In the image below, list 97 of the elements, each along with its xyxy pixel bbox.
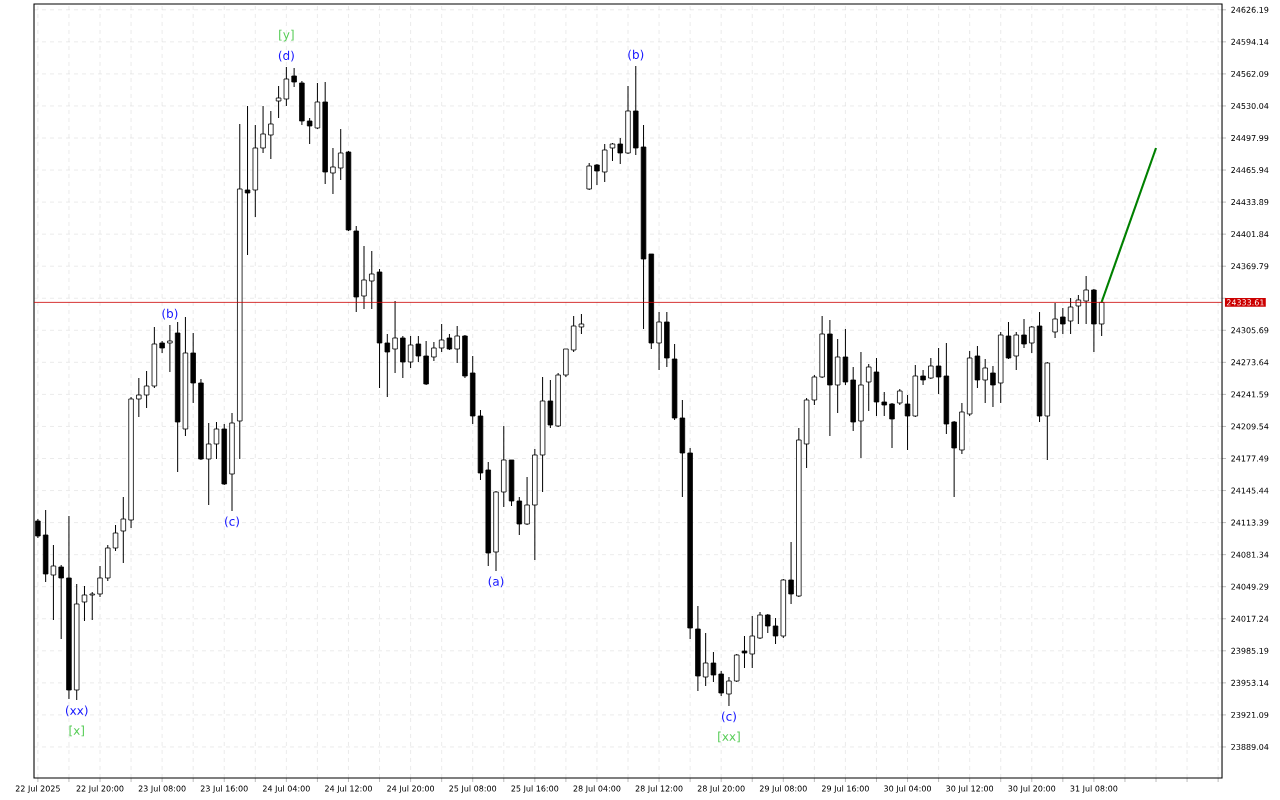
y-tick-label: 24369.79 <box>1231 263 1269 270</box>
candlestick <box>1052 302 1058 339</box>
candlestick <box>167 324 173 373</box>
candlestick <box>920 369 926 386</box>
candlestick <box>431 341 437 362</box>
x-tick-label: 30 Jul 12:00 <box>946 785 994 794</box>
y-tick-label: 23985.19 <box>1231 647 1269 654</box>
y-tick-label: 24273.64 <box>1231 359 1269 366</box>
candlestick <box>392 300 398 374</box>
y-tick-label: 24241.59 <box>1231 391 1269 398</box>
y-tick-label: 23889.04 <box>1231 743 1269 750</box>
candlestick <box>1029 325 1035 354</box>
x-tick-label: 24 Jul 20:00 <box>387 785 435 794</box>
x-tick-label: 22 Jul 2025 <box>15 785 60 794</box>
candlestick <box>1060 307 1066 335</box>
y-tick-label: 24465.94 <box>1231 167 1269 174</box>
candlestick <box>865 363 872 412</box>
x-tick-label: 31 Jul 08:00 <box>1070 785 1118 794</box>
x-tick-label: 25 Jul 16:00 <box>511 785 559 794</box>
candlestick <box>361 245 367 310</box>
candlestick <box>1013 331 1019 371</box>
candlestick <box>982 358 988 404</box>
x-tick-label: 25 Jul 08:00 <box>449 785 497 794</box>
candlestick <box>788 541 794 605</box>
candlestick <box>89 591 95 621</box>
x-tick-label: 28 Jul 20:00 <box>697 785 745 794</box>
y-tick-label: 24626.19 <box>1231 6 1269 13</box>
candlestick <box>268 110 274 160</box>
candlestick <box>656 311 662 371</box>
annotation: (a) <box>488 576 504 588</box>
candlestick <box>601 143 608 183</box>
y-tick-label: 24401.84 <box>1231 231 1269 238</box>
y-tick-label: 24562.09 <box>1231 70 1269 77</box>
x-tick-label: 23 Jul 08:00 <box>138 785 186 794</box>
candlestick <box>718 670 724 697</box>
candlestick <box>757 611 763 640</box>
annotation: (d) <box>278 50 294 62</box>
y-tick-label: 24209.54 <box>1231 423 1269 430</box>
y-tick-label: 24113.39 <box>1231 519 1269 526</box>
annotation: (b) <box>162 308 178 320</box>
x-tick-label: 28 Jul 04:00 <box>573 785 621 794</box>
x-tick-label: 30 Jul 20:00 <box>1008 785 1056 794</box>
candlestick <box>741 635 748 669</box>
candlestick <box>765 613 771 634</box>
y-tick-label: 24594.14 <box>1231 38 1269 45</box>
y-tick-label: 24177.49 <box>1231 455 1269 462</box>
annotation: (xx) <box>65 705 88 717</box>
candlestick <box>1005 321 1012 360</box>
x-tick-label: 24 Jul 12:00 <box>325 785 372 794</box>
candlestick <box>617 137 623 165</box>
candlestick <box>990 365 996 408</box>
x-tick-label: 28 Jul 12:00 <box>635 785 683 794</box>
candlestick <box>369 250 375 310</box>
x-tick-label: 29 Jul 16:00 <box>822 785 869 794</box>
candlestick <box>749 615 755 669</box>
x-tick-label: 24 Jul 04:00 <box>262 785 310 794</box>
annotation: (c) <box>722 711 736 723</box>
y-tick-label: 24017.24 <box>1231 615 1269 622</box>
candlestick <box>337 128 344 181</box>
annotation: [xx] <box>718 731 740 743</box>
y-tick-label: 23921.09 <box>1231 711 1269 718</box>
candlestick <box>1021 318 1027 349</box>
annotation: [y] <box>279 29 294 42</box>
candlestick <box>726 676 732 707</box>
candlestick <box>330 147 336 195</box>
candlestick <box>586 162 592 191</box>
y-tick-label: 24497.99 <box>1231 134 1269 142</box>
x-tick-label: 29 Jul 08:00 <box>759 785 807 794</box>
y-tick-label: 24530.04 <box>1231 102 1269 109</box>
candlestick <box>260 105 266 154</box>
candlestick <box>81 585 88 622</box>
y-tick-label: 23953.14 <box>1231 679 1269 686</box>
candlestick <box>58 564 64 640</box>
candlestick <box>881 391 887 417</box>
x-tick-label: 22 Jul 20:00 <box>76 785 124 794</box>
candlestick <box>1083 275 1089 325</box>
ref-line-label: 24333.61 <box>1226 299 1264 306</box>
y-tick-label: 24081.34 <box>1231 551 1269 558</box>
candlestick <box>120 496 127 564</box>
y-tick-label: 24433.89 <box>1231 199 1269 206</box>
y-tick-label: 24145.44 <box>1231 487 1269 494</box>
candlestick <box>97 565 103 598</box>
candlestick <box>400 335 406 379</box>
x-tick-label: 23 Jul 16:00 <box>200 785 248 794</box>
annotation: (b) <box>628 49 644 61</box>
y-tick-label: 24305.69 <box>1231 327 1269 334</box>
candlestick <box>524 476 530 526</box>
candlestick <box>1098 301 1105 337</box>
annotation: (c) <box>225 516 239 528</box>
x-tick-label: 30 Jul 04:00 <box>884 785 931 794</box>
candlestick <box>889 402 895 449</box>
candlestick <box>136 377 142 418</box>
annotation: [x] <box>69 725 84 737</box>
y-tick-label: 24049.29 <box>1231 583 1269 590</box>
candlestick <box>454 325 460 364</box>
candlestick <box>112 524 119 552</box>
candlestick <box>291 67 297 88</box>
